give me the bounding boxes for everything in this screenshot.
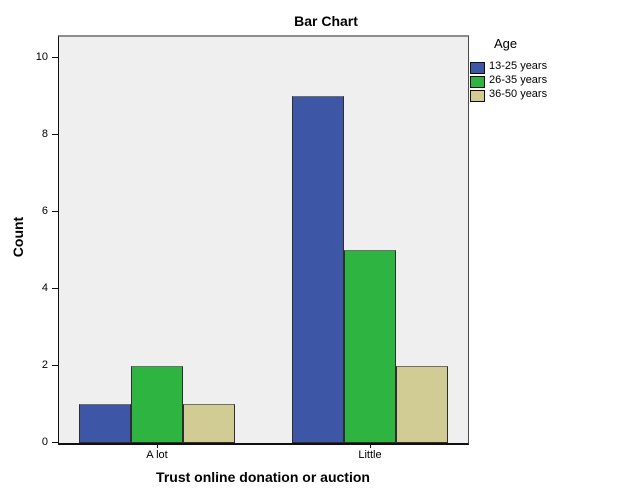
bar-little-26-35-years	[344, 250, 397, 443]
x-tick-mark	[157, 443, 158, 448]
legend-items: 13-25 years 26-35 years 36-50 years	[470, 60, 620, 102]
legend-label: 26-35 years	[489, 74, 548, 86]
y-tick-label-6: 6	[41, 205, 48, 217]
legend-item-26-35-years: 26-35 years	[470, 74, 620, 88]
y-tick-label-0: 0	[41, 436, 48, 448]
bar-a-lot-13-25-years	[78, 404, 131, 443]
y-axis-title: Count	[10, 216, 26, 258]
legend-label: 13-25 years	[489, 60, 548, 72]
y-tick-mark	[52, 134, 58, 135]
legend-title: Age	[494, 36, 518, 51]
y-tick-mark	[52, 442, 58, 443]
y-tick-label-4: 4	[41, 282, 48, 294]
legend-swatch-icon	[470, 90, 485, 102]
legend-item-13-25-years: 13-25 years	[470, 60, 620, 74]
plot-area	[58, 35, 469, 445]
legend: Age 13-25 years 26-35 years 36-50 years	[470, 36, 620, 102]
bar-a-lot-36-50-years	[182, 404, 235, 443]
y-tick-label-8: 8	[41, 128, 48, 140]
x-tick-label-little: Little	[358, 449, 382, 461]
legend-swatch-icon	[470, 76, 485, 88]
y-tick-label-2: 2	[41, 359, 48, 371]
bar-little-13-25-years	[292, 96, 345, 443]
y-tick-mark	[52, 365, 58, 366]
legend-swatch-icon	[470, 62, 485, 74]
y-tick-mark	[52, 57, 58, 58]
bar-little-36-50-years	[396, 366, 449, 443]
legend-item-36-50-years: 36-50 years	[470, 88, 620, 102]
chart-title: Bar Chart	[294, 13, 358, 29]
x-tick-mark	[370, 443, 371, 448]
x-tick-label-a-lot: A lot	[146, 449, 168, 461]
y-tick-mark	[52, 211, 58, 212]
bar-a-lot-26-35-years	[130, 366, 183, 443]
legend-label: 36-50 years	[489, 88, 548, 100]
y-tick-mark	[52, 288, 58, 289]
y-tick-label-10: 10	[35, 51, 48, 63]
x-axis-title: Trust online donation or auction	[156, 469, 370, 485]
